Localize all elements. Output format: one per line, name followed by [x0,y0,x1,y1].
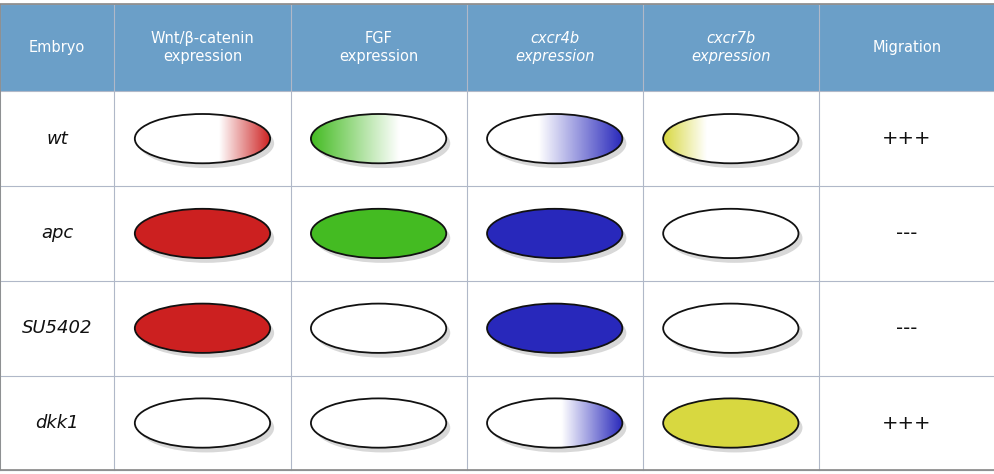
Text: Embryo: Embryo [29,40,85,55]
Ellipse shape [490,214,626,263]
Ellipse shape [663,209,797,258]
Ellipse shape [490,309,626,358]
Text: Wnt/β-catenin
expression: Wnt/β-catenin expression [150,31,254,64]
Text: wt: wt [47,130,68,147]
Text: ---: --- [896,319,916,338]
Text: SU5402: SU5402 [22,319,92,337]
Text: ---: --- [896,224,916,243]
Ellipse shape [487,209,622,258]
Ellipse shape [667,214,802,263]
Ellipse shape [310,209,445,258]
Ellipse shape [663,398,797,447]
Bar [0,4,994,91]
Text: dkk1: dkk1 [36,414,79,432]
Ellipse shape [314,118,449,168]
Ellipse shape [135,209,270,258]
Ellipse shape [135,304,270,353]
Ellipse shape [490,403,626,452]
Ellipse shape [310,304,445,353]
Text: FGF
expression: FGF expression [339,31,417,64]
Ellipse shape [487,114,622,163]
Text: apc: apc [41,225,74,242]
Ellipse shape [135,398,270,447]
Ellipse shape [310,398,445,447]
Text: cxcr4b
expression: cxcr4b expression [515,31,593,64]
Ellipse shape [314,309,449,358]
Ellipse shape [310,114,445,163]
Ellipse shape [667,403,802,452]
Ellipse shape [487,304,622,353]
Ellipse shape [667,118,802,168]
Ellipse shape [139,403,274,452]
Ellipse shape [139,309,274,358]
Ellipse shape [314,403,449,452]
Ellipse shape [490,118,626,168]
Ellipse shape [135,114,270,163]
Text: Migration: Migration [872,40,940,55]
Ellipse shape [314,214,449,263]
Ellipse shape [139,118,274,168]
Ellipse shape [663,114,797,163]
Text: +++: +++ [882,129,930,148]
Ellipse shape [139,214,274,263]
Ellipse shape [667,309,802,358]
Text: +++: +++ [882,413,930,433]
Text: cxcr7b
expression: cxcr7b expression [691,31,769,64]
Ellipse shape [663,304,797,353]
Ellipse shape [487,398,622,447]
